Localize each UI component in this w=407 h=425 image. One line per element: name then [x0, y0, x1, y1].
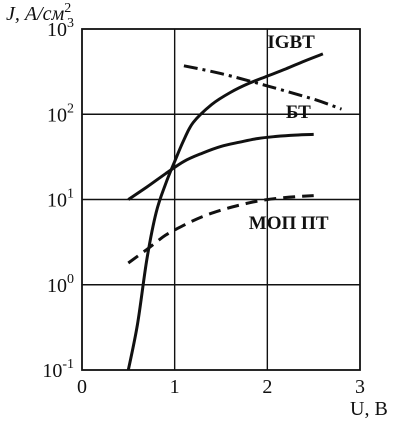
x-tick-label: 2: [262, 376, 272, 398]
y-axis-title-main: J, А/см: [6, 3, 65, 25]
grid: [82, 29, 360, 370]
x-axis-title: U, В: [350, 398, 388, 420]
y-tick-label: 10-1: [42, 357, 74, 382]
series-label: МОП ПТ: [249, 213, 329, 234]
series-line-dashdot: [183, 64, 343, 111]
plot-frame: [81, 28, 361, 371]
tick-labels: 0 1 2 3 10-1 100 101 102 103: [42, 16, 365, 398]
series-label: БТ: [286, 102, 311, 123]
x-tick-label: 1: [170, 376, 180, 398]
series-layer: [126, 52, 343, 371]
series-line-solid: [127, 132, 314, 201]
y-tick-label: 103: [47, 16, 74, 41]
series-label: IGBT: [267, 32, 315, 53]
series-line-dashed: [127, 194, 314, 265]
x-tick-label: 3: [355, 376, 365, 398]
y-tick-label: 100: [47, 272, 74, 297]
x-tick-label: 0: [77, 376, 87, 398]
series-labels: IGBT БТ МОП ПТ: [249, 32, 329, 234]
y-tick-label: 102: [47, 101, 74, 126]
y-tick-label: 101: [47, 187, 74, 212]
y-axis-title: J, А/см2: [6, 1, 71, 25]
y-axis-title-exponent: 2: [64, 1, 71, 16]
